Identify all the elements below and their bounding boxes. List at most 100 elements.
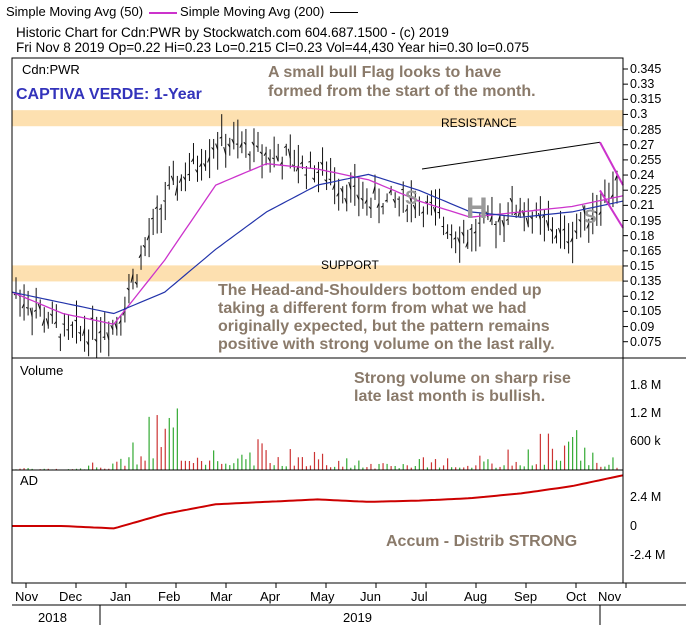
month-label: Jan xyxy=(110,589,131,604)
year-label-2019: 2019 xyxy=(343,610,372,625)
price-bar-open-tick xyxy=(219,136,222,139)
price-bar-open-tick xyxy=(207,156,211,163)
month-label: Mar xyxy=(210,589,233,604)
price-bar-open-tick xyxy=(392,198,396,204)
price-tick-label: 0.135 xyxy=(630,274,662,289)
price-bar-open-tick xyxy=(45,318,49,326)
annotation-bottom-line3: originally expected, but the pattern rem… xyxy=(218,318,550,335)
price-tick-label: 0.09 xyxy=(630,319,655,334)
annotation-top-line2: formed from the start of the month. xyxy=(268,83,536,100)
price-bar-open-tick xyxy=(412,204,416,210)
price-bar-open-tick xyxy=(53,321,57,325)
price-tick-label: 0.15 xyxy=(630,258,655,273)
price-bar-open-tick xyxy=(223,147,227,155)
price-bar-open-tick xyxy=(598,211,602,216)
price-bar-open-tick xyxy=(485,211,489,218)
price-bar-open-tick xyxy=(489,215,493,223)
price-bar-open-tick xyxy=(163,200,166,202)
flag-lower-line xyxy=(599,189,624,229)
price-bar-open-tick xyxy=(255,145,259,149)
ad-panel-title: AD xyxy=(20,473,39,488)
month-label: May xyxy=(310,589,335,604)
sma200-line xyxy=(11,173,624,315)
price-bar-open-tick xyxy=(545,220,549,229)
price-bar-open-tick xyxy=(312,177,315,181)
price-bar-open-tick xyxy=(376,202,380,209)
annotation-top-line1: A small bull Flag looks to have xyxy=(268,64,502,81)
price-bar-open-tick xyxy=(433,206,436,214)
price-tick-label: 0.315 xyxy=(630,92,662,107)
month-label: Jul xyxy=(411,589,428,604)
price-bar-open-tick xyxy=(529,216,533,220)
volume-annotation-line2: late last month is bullish. xyxy=(354,388,546,405)
legend-sma50-label: Simple Moving Avg (50) xyxy=(6,4,144,19)
price-bar-open-tick xyxy=(340,187,344,193)
price-bar-open-tick xyxy=(243,141,247,145)
price-bar-open-tick xyxy=(62,323,65,325)
price-bar-open-tick xyxy=(110,325,114,330)
price-bar-open-tick xyxy=(336,192,340,197)
resistance-band xyxy=(12,110,623,127)
price-bar-open-tick xyxy=(473,231,477,234)
price-bar-open-tick xyxy=(187,173,190,176)
price-bar-open-tick xyxy=(558,227,562,235)
price-tick-label: 0.33 xyxy=(630,77,655,92)
price-bar-open-tick xyxy=(21,303,25,309)
price-bar-open-tick xyxy=(449,233,452,236)
price-bar-open-tick xyxy=(251,141,255,146)
price-bar-open-tick xyxy=(501,220,505,228)
volume-panel-title: Volume xyxy=(20,363,64,378)
month-label: Jun xyxy=(360,589,381,604)
price-bar-open-tick xyxy=(562,228,565,231)
price-bar-open-tick xyxy=(384,199,388,202)
price-bar-open-tick xyxy=(227,143,231,148)
ad-tick-minus-2-4m: -2.4 M xyxy=(630,548,666,562)
price-tick-label: 0.24 xyxy=(630,168,655,183)
price-bar-open-tick xyxy=(497,215,501,223)
price-bar-open-tick xyxy=(134,281,138,286)
price-tick-label: 0.075 xyxy=(630,334,662,349)
price-bar-open-tick xyxy=(199,162,202,168)
price-bar-open-tick xyxy=(574,230,578,234)
price-bar-open-tick xyxy=(610,194,614,199)
price-bar-open-tick xyxy=(174,185,178,196)
price-bar-open-tick xyxy=(368,206,372,210)
month-label: Aug xyxy=(464,589,488,604)
price-bar-open-tick xyxy=(356,194,360,200)
price-tick-label: 0.3 xyxy=(630,107,648,122)
price-bar-open-tick xyxy=(271,157,275,160)
price-bar-open-tick xyxy=(247,153,251,156)
month-label: Dec xyxy=(59,589,83,604)
price-tick-label: 0.285 xyxy=(630,122,662,137)
price-bar-open-tick xyxy=(167,184,170,187)
support-label: SUPPORT xyxy=(321,258,379,272)
chart-header-line2: Fri Nov 8 2019 Op=0.22 Hi=0.23 Lo=0.215 … xyxy=(16,40,530,55)
price-bar-open-tick xyxy=(37,303,41,310)
ad-annotation: Accum - Distrib STRONG xyxy=(386,533,578,550)
price-bar-open-tick xyxy=(328,178,331,181)
volume-tick-600k: 600 k xyxy=(630,434,661,448)
sma50-line xyxy=(11,163,624,325)
price-tick-label: 0.165 xyxy=(630,243,662,258)
price-bar-open-tick xyxy=(421,211,424,214)
volume-annotation-line1: Strong volume on sharp rise xyxy=(354,370,571,387)
price-bar-open-tick xyxy=(78,331,81,335)
price-bar-open-tick xyxy=(300,161,303,165)
price-bar-open-tick xyxy=(211,147,215,151)
price-bar-open-tick xyxy=(324,179,327,182)
price-tick-label: 0.345 xyxy=(630,62,662,76)
price-bar-open-tick xyxy=(505,218,509,221)
price-bar-open-tick xyxy=(537,212,541,220)
month-label: Feb xyxy=(158,589,181,604)
price-bar-open-tick xyxy=(469,227,473,231)
price-bar-open-tick xyxy=(590,217,594,221)
legend: Simple Moving Avg (50) Simple Moving Avg … xyxy=(6,4,361,19)
legend-sma200-swatch xyxy=(330,12,359,14)
annotation-bottom-line2: taking a different form from what we had xyxy=(218,300,527,317)
price-bar-open-tick xyxy=(114,322,118,330)
price-bar-open-tick xyxy=(566,241,569,244)
price-bar-open-tick xyxy=(380,205,384,208)
price-bar-open-tick xyxy=(82,328,86,336)
